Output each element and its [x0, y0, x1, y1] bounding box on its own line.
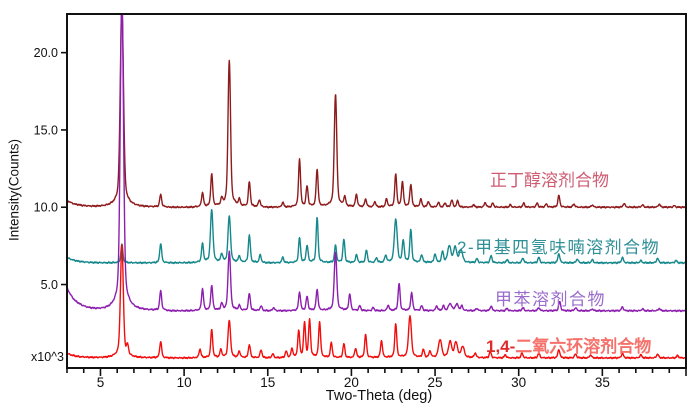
x-tick-label: 15	[260, 375, 275, 390]
series-label-1-4-dioxane-solvate: 1,4-二氧六环溶剂合物	[486, 332, 651, 357]
y-tick-label: 15.0	[34, 123, 58, 137]
series-label-main: 二氧六环溶剂合物	[515, 337, 652, 356]
x-axis-ticks	[66, 368, 687, 376]
trace-1-4-dioxane-solvate	[67, 243, 686, 360]
trace-n-butanol-solvate	[67, 14, 686, 209]
series-label-toluene-solvate: 甲苯溶剂合物	[495, 290, 606, 309]
y-tick-label: 5.0	[41, 278, 58, 292]
series-label-2-methyltetrahydrofuran-solvate: 2-甲基四氢呋喃溶剂合物	[457, 238, 661, 257]
x-tick-label: 5	[97, 375, 105, 390]
x-tick-label: 30	[511, 375, 526, 390]
series-label-n-butanol-solvate: 正丁醇溶剂合物	[490, 171, 609, 190]
series-label-prefix: 1,4-	[486, 337, 516, 356]
y-tick-label: 20.0	[34, 46, 58, 60]
x-axis-title: Two-Theta (deg)	[325, 388, 433, 404]
x-tick-label: 25	[428, 375, 443, 390]
x-tick-label: 35	[595, 375, 610, 390]
trace-toluene-solvate	[67, 14, 686, 313]
y-axis-title: Intensity(Counts)	[6, 138, 22, 242]
y-tick-label: 10.0	[34, 201, 58, 215]
plot-frame	[66, 13, 687, 369]
y-scale-multiplier-label: x10^3	[31, 350, 64, 364]
x-tick-label: 20	[344, 375, 359, 390]
x-tick-label: 10	[177, 375, 192, 390]
trace-2-methyltetrahydrofuran-solvate	[67, 209, 686, 265]
